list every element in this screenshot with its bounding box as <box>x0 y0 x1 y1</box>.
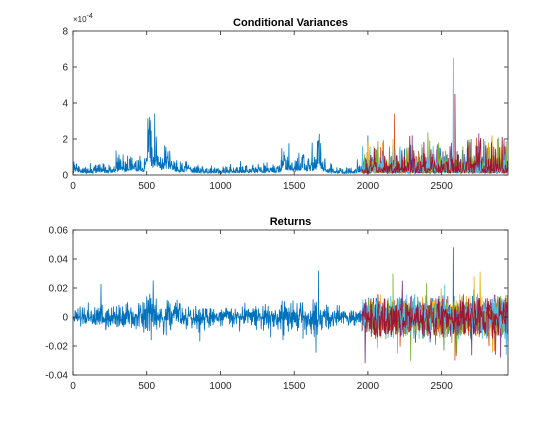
y-tick-label: 6 <box>62 63 68 74</box>
x-tick-label: 500 <box>138 381 155 392</box>
x-tick-label: 2500 <box>431 381 454 392</box>
x-tick-label: 2000 <box>357 181 380 192</box>
y-tick-label: 2 <box>62 135 68 146</box>
x-tick-label: 1000 <box>209 181 232 192</box>
simulated-returns-line <box>361 284 508 355</box>
observed-returns-line <box>73 270 363 353</box>
simulated-variance-line <box>361 93 508 175</box>
y-tick-label: 0.02 <box>49 284 69 295</box>
y-tick-label: 0.04 <box>49 255 69 266</box>
x-tick-label: 1000 <box>209 381 232 392</box>
series-group <box>73 57 508 175</box>
x-tick-label: 2000 <box>357 381 380 392</box>
x-tick-label: 1500 <box>283 381 306 392</box>
x-tick-label: 1500 <box>283 181 306 192</box>
y-tick-label: 4 <box>62 99 68 110</box>
x-tick-label: 500 <box>138 181 155 192</box>
chart-title: Returns <box>270 216 312 228</box>
axes-returns: 0 500 1000 1500 2000 2500 -0.04 -0.02 0 0.02 0.04 0… <box>45 216 509 392</box>
y-tick-label: -0.02 <box>45 342 68 353</box>
x-tick-label: 2500 <box>431 181 454 192</box>
observed-variance-line <box>73 113 363 175</box>
series-group <box>73 247 508 364</box>
y-tick-label: 0.06 <box>49 226 69 237</box>
x-tick-label: 0 <box>70 381 76 392</box>
x-tick-label: 0 <box>70 181 76 192</box>
y-tick-label: 8 <box>62 27 68 38</box>
chart-title: Conditional Variances <box>233 17 348 29</box>
y-exponent-label: ×10-4 <box>73 13 93 24</box>
axes-box <box>72 229 509 376</box>
plot-area <box>73 31 508 175</box>
y-tick-label: 0 <box>62 171 68 182</box>
axes-conditional-variances: 0 500 1000 1500 2000 2500 0 2 4 6 8 Conditional Var… <box>62 13 509 192</box>
y-tick-label: -0.04 <box>45 371 68 382</box>
simulated-returns-line <box>361 294 508 341</box>
y-tick-label: 0 <box>62 313 68 324</box>
